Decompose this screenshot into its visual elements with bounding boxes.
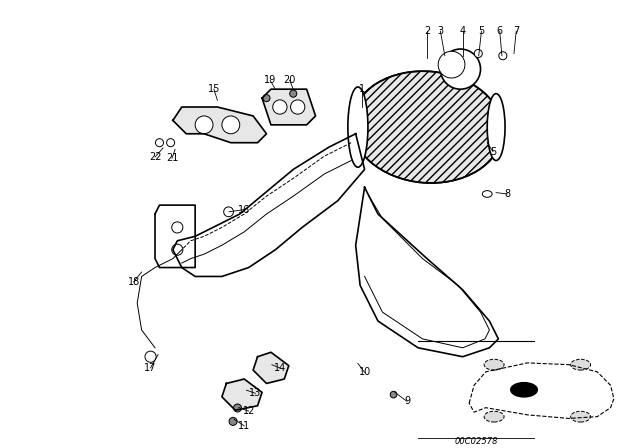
- Ellipse shape: [351, 71, 502, 183]
- Text: 5: 5: [478, 26, 484, 36]
- Text: 18: 18: [127, 277, 140, 287]
- Text: 1: 1: [359, 84, 365, 94]
- Text: 10: 10: [358, 367, 371, 377]
- Text: 4: 4: [460, 26, 466, 36]
- Ellipse shape: [172, 244, 183, 255]
- Polygon shape: [222, 379, 262, 410]
- Ellipse shape: [195, 116, 213, 134]
- Text: 20: 20: [284, 75, 296, 85]
- Text: 13: 13: [249, 388, 262, 398]
- Polygon shape: [262, 89, 316, 125]
- Ellipse shape: [166, 139, 175, 146]
- Ellipse shape: [348, 87, 368, 167]
- Ellipse shape: [291, 100, 305, 114]
- Ellipse shape: [438, 51, 465, 78]
- Text: 19: 19: [264, 75, 276, 85]
- Ellipse shape: [487, 94, 505, 160]
- Polygon shape: [173, 107, 266, 142]
- Text: 15: 15: [208, 84, 220, 94]
- Text: 12: 12: [243, 406, 255, 416]
- Ellipse shape: [484, 359, 504, 370]
- Ellipse shape: [484, 411, 504, 422]
- Text: 5: 5: [490, 146, 496, 157]
- Ellipse shape: [390, 391, 397, 398]
- Text: 2: 2: [424, 26, 430, 36]
- Ellipse shape: [273, 100, 287, 114]
- Text: 9: 9: [404, 396, 410, 406]
- Text: 16: 16: [238, 205, 250, 215]
- Ellipse shape: [290, 90, 297, 97]
- Polygon shape: [253, 352, 289, 383]
- Ellipse shape: [499, 52, 507, 60]
- Ellipse shape: [224, 207, 234, 217]
- Ellipse shape: [172, 222, 183, 233]
- Text: 11: 11: [238, 421, 250, 431]
- Ellipse shape: [571, 359, 591, 370]
- Ellipse shape: [263, 95, 270, 102]
- Text: 8: 8: [504, 189, 510, 199]
- Ellipse shape: [145, 351, 156, 362]
- Ellipse shape: [483, 190, 492, 197]
- Circle shape: [511, 383, 538, 397]
- Ellipse shape: [571, 411, 591, 422]
- Text: 14: 14: [274, 363, 286, 373]
- Text: 17: 17: [145, 363, 157, 373]
- Text: 7: 7: [513, 26, 519, 36]
- Text: 21: 21: [166, 153, 178, 163]
- Text: 6: 6: [497, 26, 503, 36]
- Ellipse shape: [440, 49, 481, 89]
- Ellipse shape: [156, 139, 163, 146]
- Text: 00C02578: 00C02578: [454, 437, 498, 446]
- Ellipse shape: [222, 116, 240, 134]
- Ellipse shape: [229, 418, 237, 426]
- Text: 22: 22: [148, 152, 161, 162]
- Text: 3: 3: [437, 26, 444, 36]
- Ellipse shape: [234, 404, 241, 412]
- Ellipse shape: [474, 49, 483, 57]
